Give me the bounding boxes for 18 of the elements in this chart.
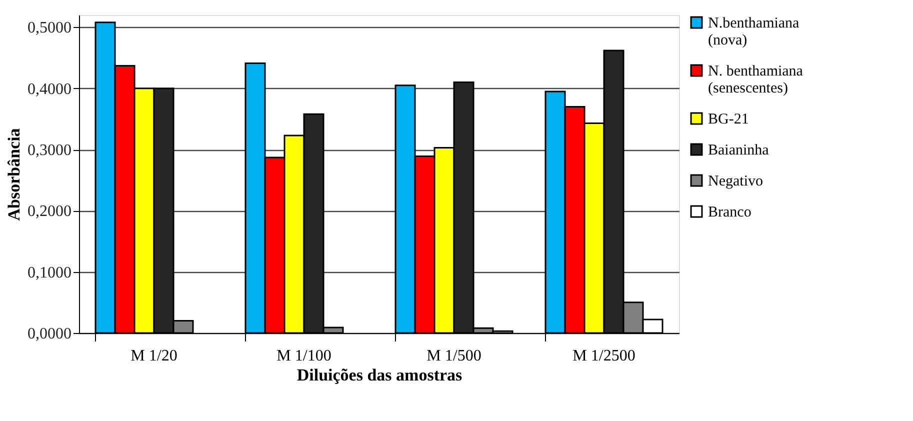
legend-label: N. benthamiana (senescentes) [708,64,804,96]
legend-label: Negativo [708,174,763,190]
y-tick-label: 0,1000 [28,264,72,282]
y-axis-title: Absorbância [4,128,24,221]
legend-label: Branco [708,204,752,220]
legend-label: BG-21 [708,112,749,128]
x-tick-label: M 1/2500 [572,348,636,364]
legend-label: Baianinha [708,142,770,158]
x-tick-label: M 1/500 [426,348,482,364]
legend-label: N.benthamiana (nova) [708,16,800,48]
x-tick-label: M 1/100 [276,348,332,364]
x-axis-title: Diluições das amostras [296,366,463,384]
x-tick-label: M 1/20 [130,348,178,364]
y-tick-label: 0,3000 [28,142,72,160]
y-tick-label: 0,0000 [28,326,72,342]
y-tick-label: 0,2000 [28,203,72,220]
y-tick-label: 0,4000 [28,80,72,98]
y-tick-label: 0,5000 [28,20,72,37]
